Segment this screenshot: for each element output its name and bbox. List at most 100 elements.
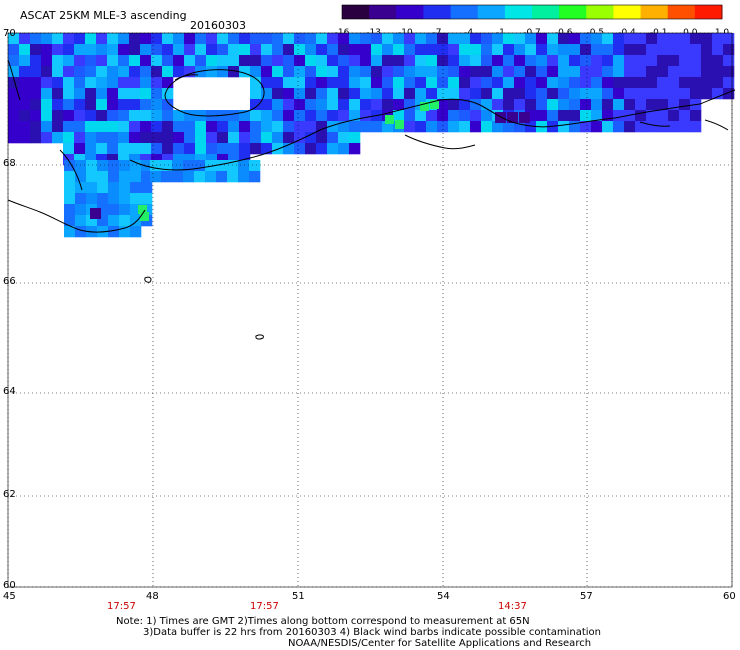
colorbar-swatch bbox=[423, 5, 452, 19]
swath-cell bbox=[591, 88, 603, 100]
swath-cell bbox=[63, 55, 75, 67]
swath-cell bbox=[481, 77, 493, 89]
swath-cell bbox=[316, 143, 328, 155]
swath-cell bbox=[283, 143, 295, 155]
swath-cell bbox=[679, 33, 691, 45]
swath-cell bbox=[239, 132, 251, 144]
swath-cell bbox=[448, 66, 460, 78]
swath-cell bbox=[481, 121, 493, 133]
swath-cell bbox=[63, 66, 75, 78]
swath-cell bbox=[580, 33, 592, 45]
swath-cell bbox=[547, 66, 559, 78]
swath-cell bbox=[250, 44, 262, 56]
swath-cell bbox=[86, 215, 98, 227]
swath-cell bbox=[151, 55, 163, 67]
swath-cell bbox=[360, 55, 372, 67]
swath-cell bbox=[130, 160, 142, 172]
swath-cell bbox=[495, 112, 506, 123]
colorbar-swatch bbox=[613, 5, 642, 19]
swath-cell bbox=[19, 33, 31, 45]
swath-cell bbox=[41, 88, 53, 100]
swath-cell bbox=[195, 121, 207, 133]
swath-cell bbox=[130, 193, 142, 205]
swath-cell bbox=[327, 66, 339, 78]
swath-cell bbox=[404, 55, 416, 67]
swath-cell bbox=[525, 110, 537, 122]
swath-cell bbox=[129, 110, 141, 122]
swath-cell bbox=[690, 88, 702, 100]
lon-label-57: 57 bbox=[580, 591, 593, 602]
colorbar-swatch bbox=[477, 5, 506, 19]
map-frame bbox=[7, 32, 733, 588]
swath-cell bbox=[338, 88, 350, 100]
colorbar-swatch bbox=[396, 5, 424, 19]
swath-cell bbox=[558, 99, 570, 111]
swath-cell bbox=[613, 77, 625, 89]
swath-cell bbox=[294, 44, 306, 56]
swath-cell bbox=[481, 55, 493, 67]
swath-cell bbox=[580, 99, 592, 111]
swath-cell bbox=[723, 77, 735, 89]
swath-cell bbox=[349, 77, 361, 89]
swath-cell bbox=[74, 154, 86, 166]
swath-cell bbox=[41, 110, 53, 122]
swath-cell bbox=[151, 99, 163, 111]
swath-cell bbox=[481, 110, 493, 122]
swath-cell bbox=[108, 160, 120, 172]
swath-cell bbox=[140, 88, 152, 100]
swath-cell bbox=[41, 55, 53, 67]
coastline bbox=[7, 59, 736, 340]
swath-cell bbox=[140, 66, 152, 78]
swath-cell bbox=[272, 66, 284, 78]
swath-cell bbox=[338, 132, 350, 144]
swath-cell bbox=[119, 182, 131, 194]
swath-cell bbox=[63, 143, 75, 155]
swath-cell bbox=[580, 121, 592, 133]
swath-cell bbox=[646, 110, 658, 122]
swath-cell bbox=[283, 110, 295, 122]
swath-cell bbox=[602, 121, 614, 133]
swath-cell bbox=[150, 160, 162, 172]
swath-cell bbox=[459, 99, 471, 111]
swath-cell bbox=[107, 154, 119, 166]
swath-cell bbox=[668, 66, 680, 78]
swath-cell bbox=[129, 33, 141, 45]
swath-cell bbox=[150, 171, 162, 183]
swath-cell bbox=[151, 44, 163, 56]
swath-cell bbox=[690, 55, 702, 67]
swath-cell bbox=[558, 121, 570, 133]
swath-cell bbox=[41, 77, 53, 89]
swath-cell bbox=[194, 160, 206, 172]
swath-cell bbox=[624, 77, 636, 89]
swath-cell bbox=[283, 77, 295, 89]
swath-cell bbox=[216, 160, 228, 172]
swath-cell bbox=[393, 33, 405, 45]
colorbar-swatch bbox=[640, 5, 669, 19]
swath-cell bbox=[19, 77, 31, 89]
swath-cell bbox=[426, 33, 438, 45]
swath-cell bbox=[250, 121, 262, 133]
colorbar-swatch bbox=[369, 5, 397, 19]
swath-cell bbox=[459, 121, 471, 133]
swath-cell bbox=[183, 160, 195, 172]
swath-cell bbox=[206, 44, 218, 56]
swath-cell bbox=[108, 204, 120, 216]
swath-cell bbox=[30, 110, 42, 122]
swath-cell bbox=[316, 110, 328, 122]
swath-cell bbox=[118, 110, 130, 122]
swath-cell bbox=[382, 33, 394, 45]
swath-cell bbox=[305, 55, 317, 67]
swath-cell bbox=[327, 99, 339, 111]
swath-cell bbox=[382, 99, 394, 111]
swath-cell bbox=[74, 33, 86, 45]
swath-cell bbox=[140, 33, 152, 45]
swath-cell bbox=[74, 55, 86, 67]
swath-cell bbox=[316, 88, 328, 100]
swath-cell bbox=[294, 33, 306, 45]
swath-cell bbox=[151, 77, 163, 89]
swath-cell bbox=[184, 44, 196, 56]
swath-cell bbox=[107, 77, 119, 89]
swath-cell bbox=[86, 182, 98, 194]
swath-cell bbox=[41, 44, 53, 56]
swath-cell bbox=[305, 132, 317, 144]
